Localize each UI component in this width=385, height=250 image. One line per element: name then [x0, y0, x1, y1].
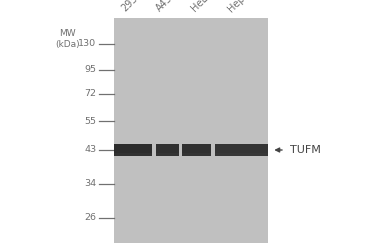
Bar — [182, 144, 211, 156]
Text: 26: 26 — [84, 213, 96, 222]
Bar — [114, 18, 268, 242]
Bar — [215, 144, 268, 156]
Text: 43: 43 — [84, 146, 96, 154]
Bar — [114, 144, 152, 156]
Bar — [114, 153, 152, 156]
Text: TUFM: TUFM — [290, 145, 320, 155]
Bar — [182, 153, 211, 156]
Bar — [156, 144, 179, 156]
Text: 293T: 293T — [120, 0, 144, 14]
Text: HepG2: HepG2 — [226, 0, 256, 14]
Text: MW
(kDa): MW (kDa) — [55, 29, 80, 49]
Bar — [156, 153, 179, 156]
Text: 130: 130 — [78, 39, 96, 48]
Text: 55: 55 — [84, 117, 96, 126]
Text: HeLa: HeLa — [189, 0, 214, 14]
Text: 95: 95 — [84, 66, 96, 74]
Text: 34: 34 — [84, 179, 96, 188]
Text: A431: A431 — [155, 0, 179, 14]
Bar — [215, 153, 268, 156]
Text: 72: 72 — [84, 89, 96, 98]
